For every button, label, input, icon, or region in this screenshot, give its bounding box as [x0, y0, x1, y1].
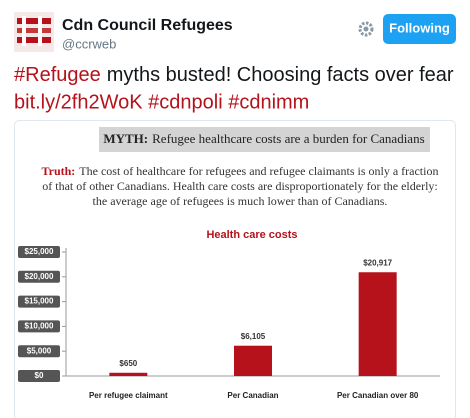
- y-tick-pill: [18, 270, 60, 283]
- user-name[interactable]: Cdn Council Refugees: [62, 17, 233, 34]
- bar: [109, 372, 148, 376]
- y-tick-pill: [18, 246, 60, 258]
- value-label: $650: [119, 359, 137, 368]
- tweet-body: myths busted! Choosing facts over fear: [107, 64, 454, 86]
- hashtag[interactable]: #Refugee: [14, 64, 101, 86]
- y-tick-label: $25,000: [25, 247, 54, 256]
- settings-icon[interactable]: [358, 21, 374, 37]
- y-tick-label: $15,000: [25, 297, 54, 306]
- truth-line: of that of other Canadians. Health care …: [42, 179, 438, 193]
- truth-text: The cost of healthcare for refugees and …: [79, 164, 438, 178]
- x-tick-label: Per Canadian: [227, 391, 278, 400]
- tweet-text: #Refugee myths busted! Choosing facts ove…: [14, 64, 454, 86]
- chart-title: Health care costs: [206, 229, 297, 241]
- y-tick-pill: [18, 295, 60, 308]
- y-tick-pill: [18, 370, 60, 382]
- myth-body: Refugee healthcare costs are a burden fo…: [152, 131, 425, 146]
- truth-line: Truth: The cost of healthcare for refugee…: [42, 164, 439, 178]
- bar: [358, 272, 397, 376]
- x-tick-label: Per Canadian over 80: [337, 391, 419, 400]
- value-label: $6,105: [241, 332, 266, 341]
- x-tick-label: Per refugee claimant: [89, 391, 168, 400]
- avatar[interactable]: [14, 12, 54, 52]
- y-tick-label: $5,000: [27, 346, 52, 355]
- y-tick-label: $20,000: [25, 272, 54, 281]
- y-tick-label: $10,000: [25, 322, 54, 331]
- follow-button-label[interactable]: Following: [389, 20, 450, 35]
- value-label: $20,917: [363, 258, 392, 267]
- y-tick-pill: [18, 345, 60, 358]
- y-tick-pill: [18, 320, 60, 333]
- myth-label: MYTH:: [103, 131, 148, 146]
- truth-line: the average age of refugees is much lowe…: [93, 194, 388, 208]
- bar: [234, 345, 272, 376]
- myth-text: MYTH: Refugee healthcare costs are a burd…: [103, 131, 424, 146]
- user-handle[interactable]: @ccrweb: [62, 36, 116, 51]
- image-frame[interactable]: [14, 120, 456, 418]
- y-tick-label: $0: [35, 371, 44, 380]
- follow-button[interactable]: [383, 14, 456, 44]
- tweet-links[interactable]: bit.ly/2fh2WoK #cdnpoli #cdnimm: [14, 91, 309, 113]
- truth-label: Truth:: [42, 164, 76, 178]
- myth-banner: [99, 127, 430, 152]
